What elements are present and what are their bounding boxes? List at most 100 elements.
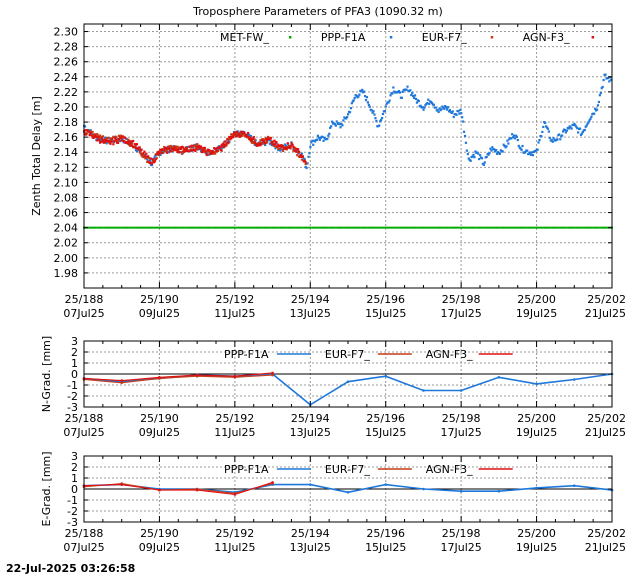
data-point xyxy=(550,138,553,142)
data-point xyxy=(264,137,268,140)
data-point xyxy=(89,131,92,135)
data-point xyxy=(551,140,554,143)
data-point xyxy=(182,146,185,149)
data-point xyxy=(235,130,238,133)
legend-marker xyxy=(591,36,595,39)
data-point xyxy=(223,143,226,146)
data-point xyxy=(544,121,547,125)
data-point xyxy=(160,149,163,152)
data-point xyxy=(586,226,589,229)
data-point xyxy=(144,154,147,158)
data-point xyxy=(600,87,603,90)
data-point xyxy=(215,226,217,229)
legend-label: AGN-F3_ xyxy=(426,463,473,476)
data-point xyxy=(347,113,350,116)
data-point xyxy=(554,226,557,229)
data-point xyxy=(318,226,321,229)
data-point xyxy=(546,226,549,229)
data-point xyxy=(561,226,564,229)
data-point xyxy=(171,149,174,152)
data-point xyxy=(363,90,366,93)
data-point xyxy=(387,101,390,104)
data-point xyxy=(135,150,138,153)
data-point xyxy=(306,162,309,165)
data-point xyxy=(410,93,413,97)
data-point xyxy=(139,226,142,229)
x-tick-label: 25/188 xyxy=(65,527,104,540)
x-tick-label: 15Jul25 xyxy=(365,541,406,554)
data-point xyxy=(585,124,588,127)
data-point xyxy=(495,226,498,229)
data-point xyxy=(444,104,447,108)
data-point xyxy=(281,148,284,151)
data-point xyxy=(443,107,446,110)
data-point xyxy=(151,158,155,161)
data-point xyxy=(205,226,208,229)
data-point xyxy=(139,152,142,155)
y-tick-label: 2.20 xyxy=(54,101,79,114)
east-gradient-panel: -3-2-1012325/18807Jul2525/19009Jul2525/1… xyxy=(40,450,626,554)
data-point xyxy=(379,120,382,123)
data-point xyxy=(299,153,303,157)
data-point xyxy=(501,226,504,229)
data-point xyxy=(118,140,122,143)
data-point xyxy=(100,137,104,140)
data-point xyxy=(187,150,190,153)
data-point xyxy=(297,150,301,153)
data-point xyxy=(254,226,257,229)
data-point xyxy=(594,107,597,110)
data-point xyxy=(260,143,263,146)
data-point xyxy=(482,163,485,166)
data-point xyxy=(281,226,283,229)
y-tick-label: 2.28 xyxy=(54,41,79,54)
y-tick-label: -3 xyxy=(67,516,78,529)
data-point xyxy=(469,159,472,162)
data-point xyxy=(346,380,350,384)
data-point xyxy=(241,134,244,137)
y-tick-label: 1 xyxy=(71,357,78,370)
x-tick-label: 17Jul25 xyxy=(441,426,482,439)
data-point xyxy=(147,155,150,158)
data-point xyxy=(503,144,506,148)
x-tick-label: 19Jul25 xyxy=(516,307,557,320)
data-point xyxy=(317,136,320,139)
data-point xyxy=(215,147,218,151)
data-point xyxy=(279,149,282,152)
data-point xyxy=(346,491,350,494)
data-point xyxy=(420,226,423,229)
data-point xyxy=(578,226,581,229)
data-point xyxy=(140,148,143,151)
data-point xyxy=(160,226,163,229)
data-point xyxy=(560,226,563,229)
data-point xyxy=(115,226,118,229)
data-point xyxy=(357,95,360,98)
data-point xyxy=(434,106,437,109)
data-point xyxy=(598,94,601,97)
data-point xyxy=(536,148,539,151)
data-point xyxy=(512,134,516,137)
data-point xyxy=(249,135,253,138)
data-point xyxy=(198,226,201,229)
data-point xyxy=(391,92,394,95)
data-point xyxy=(386,226,389,229)
data-point xyxy=(150,163,154,167)
data-point xyxy=(322,226,325,229)
data-point xyxy=(112,143,115,146)
data-point xyxy=(469,226,472,229)
data-point xyxy=(462,130,466,133)
data-point xyxy=(341,124,344,127)
data-point xyxy=(158,226,161,229)
data-point xyxy=(465,226,468,229)
data-point xyxy=(286,142,289,145)
data-point xyxy=(588,119,591,122)
data-point xyxy=(334,124,337,127)
data-point xyxy=(607,76,610,80)
data-point xyxy=(457,109,460,113)
data-point xyxy=(605,226,608,229)
data-point xyxy=(581,130,584,134)
data-point xyxy=(131,142,134,145)
data-point xyxy=(442,106,445,109)
data-point xyxy=(149,159,152,162)
data-point xyxy=(222,146,225,149)
data-point xyxy=(297,148,300,151)
